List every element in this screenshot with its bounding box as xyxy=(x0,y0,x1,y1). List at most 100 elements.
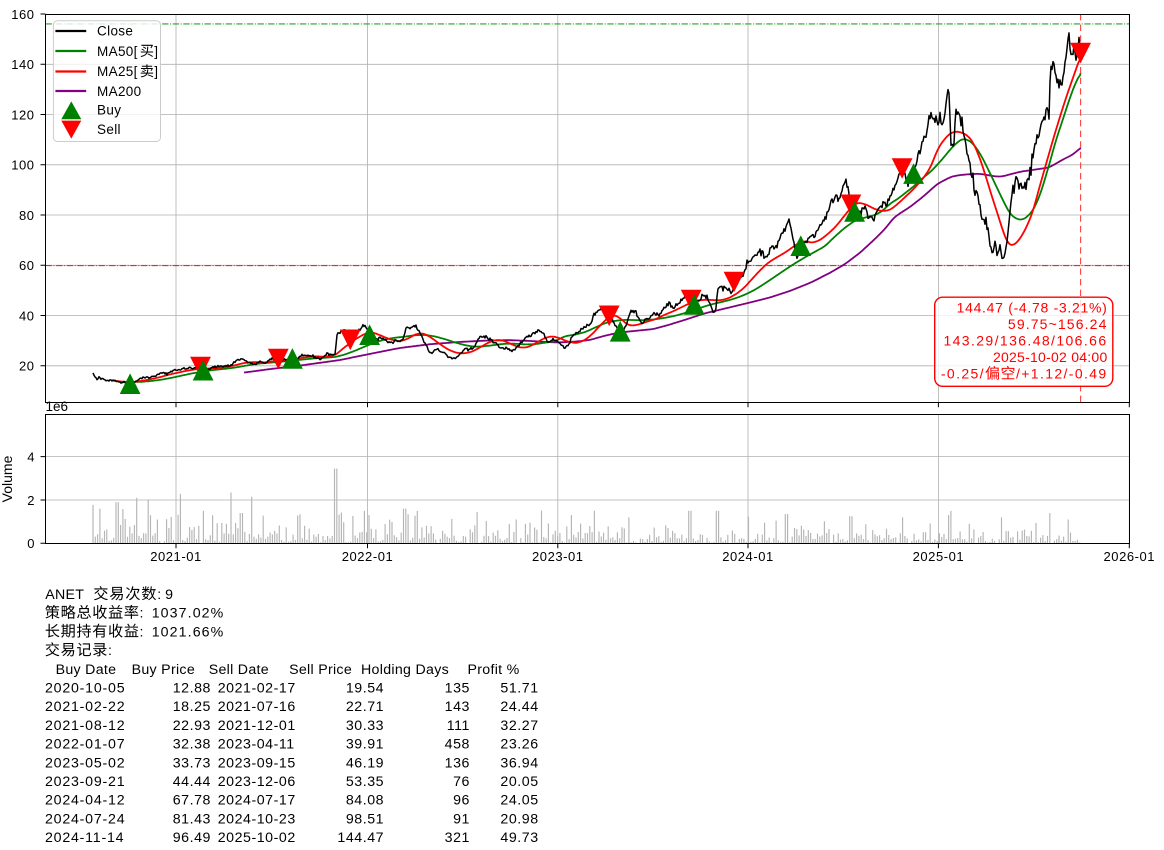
svg-text:12.88: 12.88 xyxy=(173,681,211,697)
svg-text:-0.25/: -0.25/ xyxy=(941,366,985,382)
svg-text:MA25[: MA25[ xyxy=(97,64,138,79)
svg-text:2023-01: 2023-01 xyxy=(532,549,584,564)
svg-text:2025-01: 2025-01 xyxy=(913,549,965,564)
svg-text:2024-10-23: 2024-10-23 xyxy=(218,811,296,827)
svg-text:36.94: 36.94 xyxy=(500,755,538,771)
svg-text:2021-01: 2021-01 xyxy=(150,549,202,564)
svg-text::: : xyxy=(140,624,144,640)
svg-text:22.71: 22.71 xyxy=(346,699,384,715)
svg-text:2021-02-17: 2021-02-17 xyxy=(218,681,296,697)
svg-text:120: 120 xyxy=(11,107,34,122)
svg-text:100: 100 xyxy=(11,158,34,173)
svg-text:Sell Date: Sell Date xyxy=(209,662,269,678)
svg-text:/+1.12/-0.49: /+1.12/-0.49 xyxy=(1016,366,1108,382)
svg-text:23.26: 23.26 xyxy=(500,737,538,753)
svg-text:160: 160 xyxy=(11,7,34,22)
svg-text:Sell: Sell xyxy=(97,122,121,137)
svg-text:ANET: ANET xyxy=(45,587,84,603)
svg-text:32.38: 32.38 xyxy=(173,737,211,753)
svg-text:2022-01-07: 2022-01-07 xyxy=(45,737,125,753)
svg-text:321: 321 xyxy=(445,830,470,845)
svg-text:2024-07-17: 2024-07-17 xyxy=(218,793,296,809)
svg-text:59.75~156.24: 59.75~156.24 xyxy=(1008,316,1108,332)
svg-text:Sell Price: Sell Price xyxy=(289,662,352,678)
svg-text:98.51: 98.51 xyxy=(346,811,384,827)
svg-text:1021.66%: 1021.66% xyxy=(152,624,225,640)
svg-text:2021-12-01: 2021-12-01 xyxy=(218,718,296,734)
svg-text:81.43: 81.43 xyxy=(173,811,211,827)
svg-text:111: 111 xyxy=(447,718,470,734)
svg-text:2021-08-12: 2021-08-12 xyxy=(45,718,125,734)
svg-text:19.54: 19.54 xyxy=(346,681,384,697)
svg-text:2025-10-02 04:00: 2025-10-02 04:00 xyxy=(993,349,1108,365)
svg-text:Profit %: Profit % xyxy=(468,662,520,678)
svg-text:2022-01: 2022-01 xyxy=(342,549,394,564)
svg-text:20: 20 xyxy=(19,359,34,374)
svg-text:Buy: Buy xyxy=(97,103,121,118)
svg-text:143: 143 xyxy=(445,699,470,715)
svg-text:2024-01: 2024-01 xyxy=(722,549,774,564)
svg-text:143.29/136.48/106.66: 143.29/136.48/106.66 xyxy=(943,333,1107,349)
svg-text:Volume: Volume xyxy=(0,455,15,502)
svg-text:39.91: 39.91 xyxy=(346,737,384,753)
svg-text:144.47 (-4.78 -3.21%): 144.47 (-4.78 -3.21%) xyxy=(957,300,1108,316)
svg-text:MA50[: MA50[ xyxy=(97,44,138,59)
svg-text:18.25: 18.25 xyxy=(173,699,211,715)
svg-text:4: 4 xyxy=(27,449,34,464)
svg-text:2025-10-02: 2025-10-02 xyxy=(218,830,296,845)
svg-text:2023-04-11: 2023-04-11 xyxy=(218,737,295,753)
svg-text:1e6: 1e6 xyxy=(46,399,69,414)
svg-text:MA200: MA200 xyxy=(97,84,142,99)
svg-text:51.71: 51.71 xyxy=(500,681,538,697)
svg-text:2021-02-22: 2021-02-22 xyxy=(45,699,125,715)
svg-text:1037.02%: 1037.02% xyxy=(152,606,225,622)
svg-text:24.05: 24.05 xyxy=(500,793,538,809)
svg-text:2023-05-02: 2023-05-02 xyxy=(45,755,125,771)
svg-text:91: 91 xyxy=(453,811,470,827)
svg-text:67.78: 67.78 xyxy=(173,793,211,809)
svg-text:53.35: 53.35 xyxy=(346,774,384,790)
svg-text:: 9: : 9 xyxy=(157,587,173,603)
svg-text:Buy Price: Buy Price xyxy=(132,662,195,678)
svg-text:]: ] xyxy=(154,44,158,59)
svg-text:84.08: 84.08 xyxy=(346,793,384,809)
svg-text:2023-09-21: 2023-09-21 xyxy=(45,774,125,790)
svg-text:80: 80 xyxy=(19,208,34,223)
svg-text:144.47: 144.47 xyxy=(337,830,384,845)
svg-text:2024-04-12: 2024-04-12 xyxy=(45,793,125,809)
svg-text:33.73: 33.73 xyxy=(173,755,211,771)
svg-text:Buy Date: Buy Date xyxy=(56,662,117,678)
svg-text:30.33: 30.33 xyxy=(346,718,384,734)
svg-text:24.44: 24.44 xyxy=(500,699,538,715)
svg-text:]: ] xyxy=(154,64,158,79)
svg-text:20.05: 20.05 xyxy=(500,774,538,790)
svg-text:2024-07-24: 2024-07-24 xyxy=(45,811,125,827)
svg-text:2023-12-06: 2023-12-06 xyxy=(218,774,296,790)
svg-text:0: 0 xyxy=(27,536,34,551)
svg-text::: : xyxy=(140,606,144,622)
svg-text:136: 136 xyxy=(445,755,470,771)
svg-text:96: 96 xyxy=(453,793,470,809)
svg-text:2: 2 xyxy=(27,493,34,508)
svg-text:20.98: 20.98 xyxy=(500,811,538,827)
svg-text:2024-11-14: 2024-11-14 xyxy=(45,830,124,845)
svg-text:Holding Days: Holding Days xyxy=(361,662,449,678)
svg-text:32.27: 32.27 xyxy=(500,718,538,734)
svg-text:140: 140 xyxy=(11,57,34,72)
svg-text:2021-07-16: 2021-07-16 xyxy=(218,699,296,715)
svg-text:60: 60 xyxy=(19,258,34,273)
svg-text:2026-01: 2026-01 xyxy=(1104,549,1156,564)
svg-text:135: 135 xyxy=(445,681,470,697)
svg-text::: : xyxy=(108,643,112,659)
svg-text:46.19: 46.19 xyxy=(346,755,384,771)
svg-text:2020-10-05: 2020-10-05 xyxy=(45,681,125,697)
svg-text:40: 40 xyxy=(19,308,34,323)
svg-text:Close: Close xyxy=(97,24,133,39)
svg-text:2023-09-15: 2023-09-15 xyxy=(218,755,296,771)
svg-text:44.44: 44.44 xyxy=(173,774,211,790)
svg-text:49.73: 49.73 xyxy=(500,830,538,845)
svg-text:458: 458 xyxy=(445,737,470,753)
svg-text:96.49: 96.49 xyxy=(173,830,211,845)
svg-text:22.93: 22.93 xyxy=(173,718,211,734)
svg-text:76: 76 xyxy=(453,774,470,790)
